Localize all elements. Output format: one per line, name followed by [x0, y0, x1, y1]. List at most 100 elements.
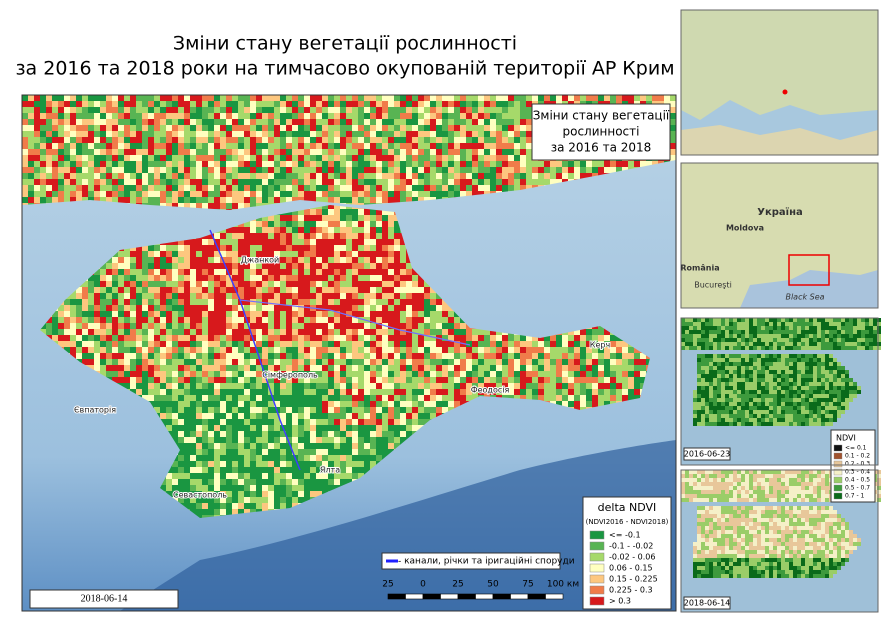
land-cell	[28, 173, 34, 179]
land-cell	[274, 161, 280, 167]
land-cell	[436, 125, 442, 131]
land-cell	[316, 233, 322, 239]
land-cell	[322, 185, 328, 191]
land-cell	[202, 485, 208, 491]
land-cell	[394, 113, 400, 119]
land-cell	[352, 293, 358, 299]
land-cell	[220, 95, 226, 101]
land-cell	[220, 455, 226, 461]
land-cell	[310, 485, 316, 491]
land-cell	[274, 287, 280, 293]
land-cell	[94, 131, 100, 137]
land-cell	[22, 113, 28, 119]
land-cell	[112, 269, 118, 275]
land-cell	[394, 311, 400, 317]
land-cell	[124, 161, 130, 167]
land-cell	[232, 251, 238, 257]
land-cell	[112, 107, 118, 113]
land-cell	[418, 101, 424, 107]
land-cell	[130, 287, 136, 293]
land-cell	[268, 317, 274, 323]
land-cell	[388, 233, 394, 239]
land-cell	[328, 299, 334, 305]
land-cell	[142, 131, 148, 137]
land-cell	[292, 275, 298, 281]
land-cell	[208, 203, 214, 209]
land-cell	[298, 347, 304, 353]
land-cell	[400, 107, 406, 113]
land-cell	[262, 305, 268, 311]
land-cell	[430, 359, 436, 365]
land-cell	[208, 185, 214, 191]
land-cell	[316, 251, 322, 257]
land-cell	[304, 281, 310, 287]
land-cell	[406, 341, 412, 347]
land-cell	[142, 155, 148, 161]
land-cell	[190, 419, 196, 425]
land-cell	[244, 131, 250, 137]
land-cell	[400, 167, 406, 173]
land-cell	[40, 173, 46, 179]
land-cell	[358, 257, 364, 263]
land-cell	[262, 401, 268, 407]
land-cell	[262, 257, 268, 263]
land-cell	[82, 329, 88, 335]
land-cell	[100, 287, 106, 293]
land-cell	[154, 281, 160, 287]
land-cell	[220, 335, 226, 341]
land-cell	[316, 191, 322, 197]
land-cell	[40, 143, 46, 149]
land-cell	[172, 245, 178, 251]
land-cell	[76, 173, 82, 179]
land-cell	[184, 353, 190, 359]
land-cell	[172, 197, 178, 203]
land-cell	[310, 341, 316, 347]
land-cell	[358, 443, 364, 449]
land-cell	[370, 311, 376, 317]
land-cell	[328, 413, 334, 419]
land-cell	[214, 485, 220, 491]
land-cell	[232, 365, 238, 371]
land-cell	[172, 335, 178, 341]
land-cell	[250, 437, 256, 443]
land-cell	[334, 251, 340, 257]
land-cell	[112, 143, 118, 149]
land-cell	[148, 383, 154, 389]
land-cell	[322, 143, 328, 149]
land-cell	[370, 131, 376, 137]
land-cell	[82, 95, 88, 101]
land-cell	[274, 485, 280, 491]
land-cell	[94, 311, 100, 317]
land-cell	[322, 389, 328, 395]
land-cell	[238, 245, 244, 251]
land-cell	[232, 443, 238, 449]
land-cell	[220, 467, 226, 473]
land-cell	[280, 347, 286, 353]
land-cell	[136, 347, 142, 353]
land-cell	[34, 179, 40, 185]
land-cell	[178, 389, 184, 395]
land-cell	[112, 161, 118, 167]
land-cell	[394, 269, 400, 275]
land-cell	[226, 389, 232, 395]
land-cell	[358, 137, 364, 143]
land-cell	[382, 269, 388, 275]
land-cell	[178, 107, 184, 113]
land-cell	[364, 137, 370, 143]
land-cell	[148, 281, 154, 287]
land-cell	[232, 329, 238, 335]
land-cell	[250, 395, 256, 401]
land-cell	[322, 191, 328, 197]
land-cell	[220, 389, 226, 395]
land-cell	[250, 143, 256, 149]
land-cell	[346, 131, 352, 137]
land-cell	[430, 119, 436, 125]
land-cell	[136, 359, 142, 365]
land-cell	[46, 149, 52, 155]
land-cell	[280, 353, 286, 359]
land-cell	[370, 407, 376, 413]
land-cell	[412, 287, 418, 293]
land-cell	[400, 293, 406, 299]
land-cell	[184, 461, 190, 467]
land-cell	[130, 347, 136, 353]
